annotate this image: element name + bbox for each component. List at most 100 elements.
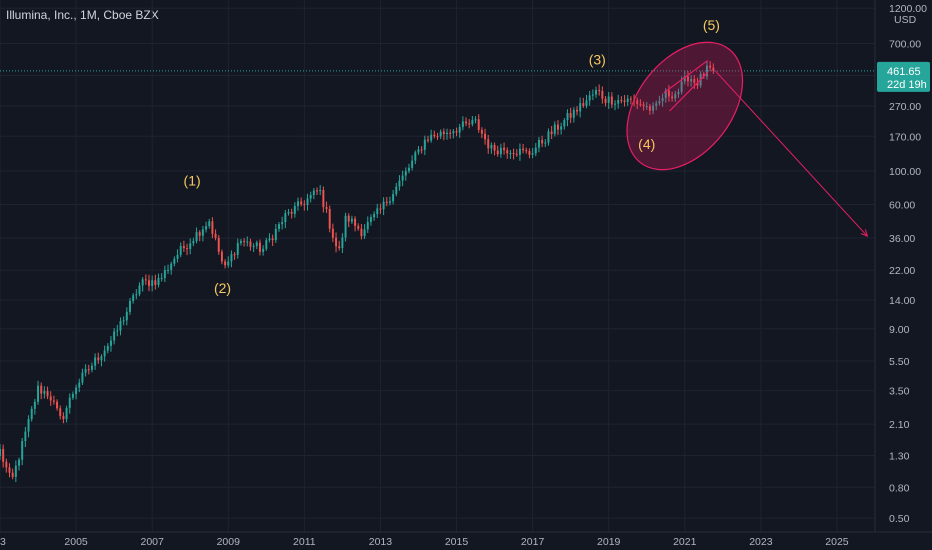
- candle-body: [18, 459, 21, 466]
- candle-body: [553, 124, 556, 135]
- candle-body: [163, 270, 166, 278]
- candle-body: [420, 149, 423, 151]
- price-tick-label: 60.00: [889, 199, 915, 211]
- candle-body: [344, 215, 347, 238]
- candle-body: [246, 241, 249, 243]
- candle-body: [690, 79, 693, 82]
- candle-body: [522, 148, 525, 151]
- candle-body: [43, 391, 46, 394]
- price-tick-label: 14.00: [889, 295, 915, 307]
- candle-body: [576, 109, 578, 112]
- candle-body: [512, 153, 515, 155]
- candle-body: [677, 91, 680, 95]
- candle-body: [433, 134, 436, 137]
- candle-body: [674, 94, 677, 99]
- candle-body: [170, 263, 173, 270]
- candle-body: [525, 150, 528, 152]
- candle-body: [316, 190, 319, 192]
- candle-body: [626, 98, 629, 102]
- candle-body: [680, 81, 683, 92]
- candle-body: [186, 248, 189, 250]
- candle-body: [572, 109, 575, 118]
- candle-body: [404, 171, 407, 176]
- candle-body: [224, 261, 227, 266]
- candle-body: [465, 121, 468, 124]
- candle-body: [236, 243, 239, 255]
- candle-body: [268, 238, 271, 241]
- price-tick-label: 0.80: [889, 482, 910, 494]
- candle-body: [388, 201, 391, 203]
- candle-body: [201, 229, 204, 236]
- candle-body: [239, 240, 242, 244]
- price-axis[interactable]: 1200.00700.00430.00270.00170.00100.0060.…: [874, 0, 932, 550]
- candle-body: [480, 129, 483, 134]
- candle-body: [14, 465, 17, 477]
- candle-body: [392, 194, 395, 202]
- candle-body: [449, 132, 452, 134]
- candle-body: [274, 228, 277, 241]
- candle-body: [614, 103, 617, 105]
- candle-body: [214, 233, 217, 239]
- candle-body: [271, 238, 274, 241]
- candle-body: [585, 100, 588, 106]
- candle-body: [477, 119, 480, 130]
- candle-body: [109, 340, 112, 346]
- candle-body: [319, 189, 322, 192]
- candle-body: [541, 139, 544, 144]
- candle-body: [312, 190, 315, 195]
- candle-body: [518, 148, 521, 155]
- candle-body: [128, 300, 131, 312]
- candle-body: [160, 277, 163, 279]
- candle-body: [173, 258, 176, 264]
- candle-body: [693, 79, 696, 83]
- wave-label: (1): [184, 173, 201, 189]
- candle-body: [499, 147, 502, 155]
- candle-body: [531, 153, 534, 155]
- candle-body: [547, 131, 550, 143]
- candle-body: [610, 96, 613, 105]
- candle-body: [385, 201, 388, 203]
- candle-body: [90, 365, 93, 370]
- candle-body: [154, 280, 157, 285]
- candle-body: [569, 113, 572, 118]
- candle-body: [639, 103, 642, 105]
- candle-body: [97, 357, 100, 361]
- candle-body: [167, 269, 170, 271]
- projection-arrow-line: [714, 70, 868, 237]
- wave-label: (3): [589, 51, 606, 67]
- candle-body: [293, 205, 296, 214]
- candle-body: [398, 180, 401, 187]
- candle-body: [287, 212, 290, 214]
- candle-body: [220, 251, 223, 262]
- candle-body: [588, 95, 591, 101]
- candle-body: [474, 119, 477, 121]
- candle-body: [322, 189, 325, 208]
- candle-body: [604, 98, 607, 103]
- candle-body: [52, 400, 55, 402]
- candle-body: [645, 106, 648, 108]
- candle-body: [705, 65, 708, 77]
- time-tick-label: 2025: [825, 536, 849, 548]
- candle-body: [484, 133, 487, 140]
- candle-body: [455, 131, 458, 133]
- candle-body: [550, 131, 553, 135]
- time-tick-label: 2023: [749, 536, 773, 548]
- candle-body: [556, 124, 559, 130]
- wedge-upper-line: [663, 60, 708, 94]
- candle-body: [94, 357, 97, 366]
- candle-body: [357, 225, 360, 229]
- price-tick-label: 170.00: [889, 131, 921, 143]
- candle-body: [528, 151, 531, 155]
- candle-body: [195, 232, 198, 242]
- candle-body: [81, 372, 84, 383]
- candle-body: [417, 149, 420, 153]
- candle-body: [116, 330, 119, 332]
- candle-body: [106, 345, 109, 351]
- candle-body: [350, 218, 353, 222]
- candle-body: [252, 246, 255, 248]
- candle-body: [309, 194, 312, 199]
- candle-body: [5, 461, 8, 468]
- candle-body: [341, 237, 344, 249]
- time-axis[interactable]: 03 2005 2007 2009 2011 2013 2015 2017 2019 2021 20…: [0, 531, 932, 548]
